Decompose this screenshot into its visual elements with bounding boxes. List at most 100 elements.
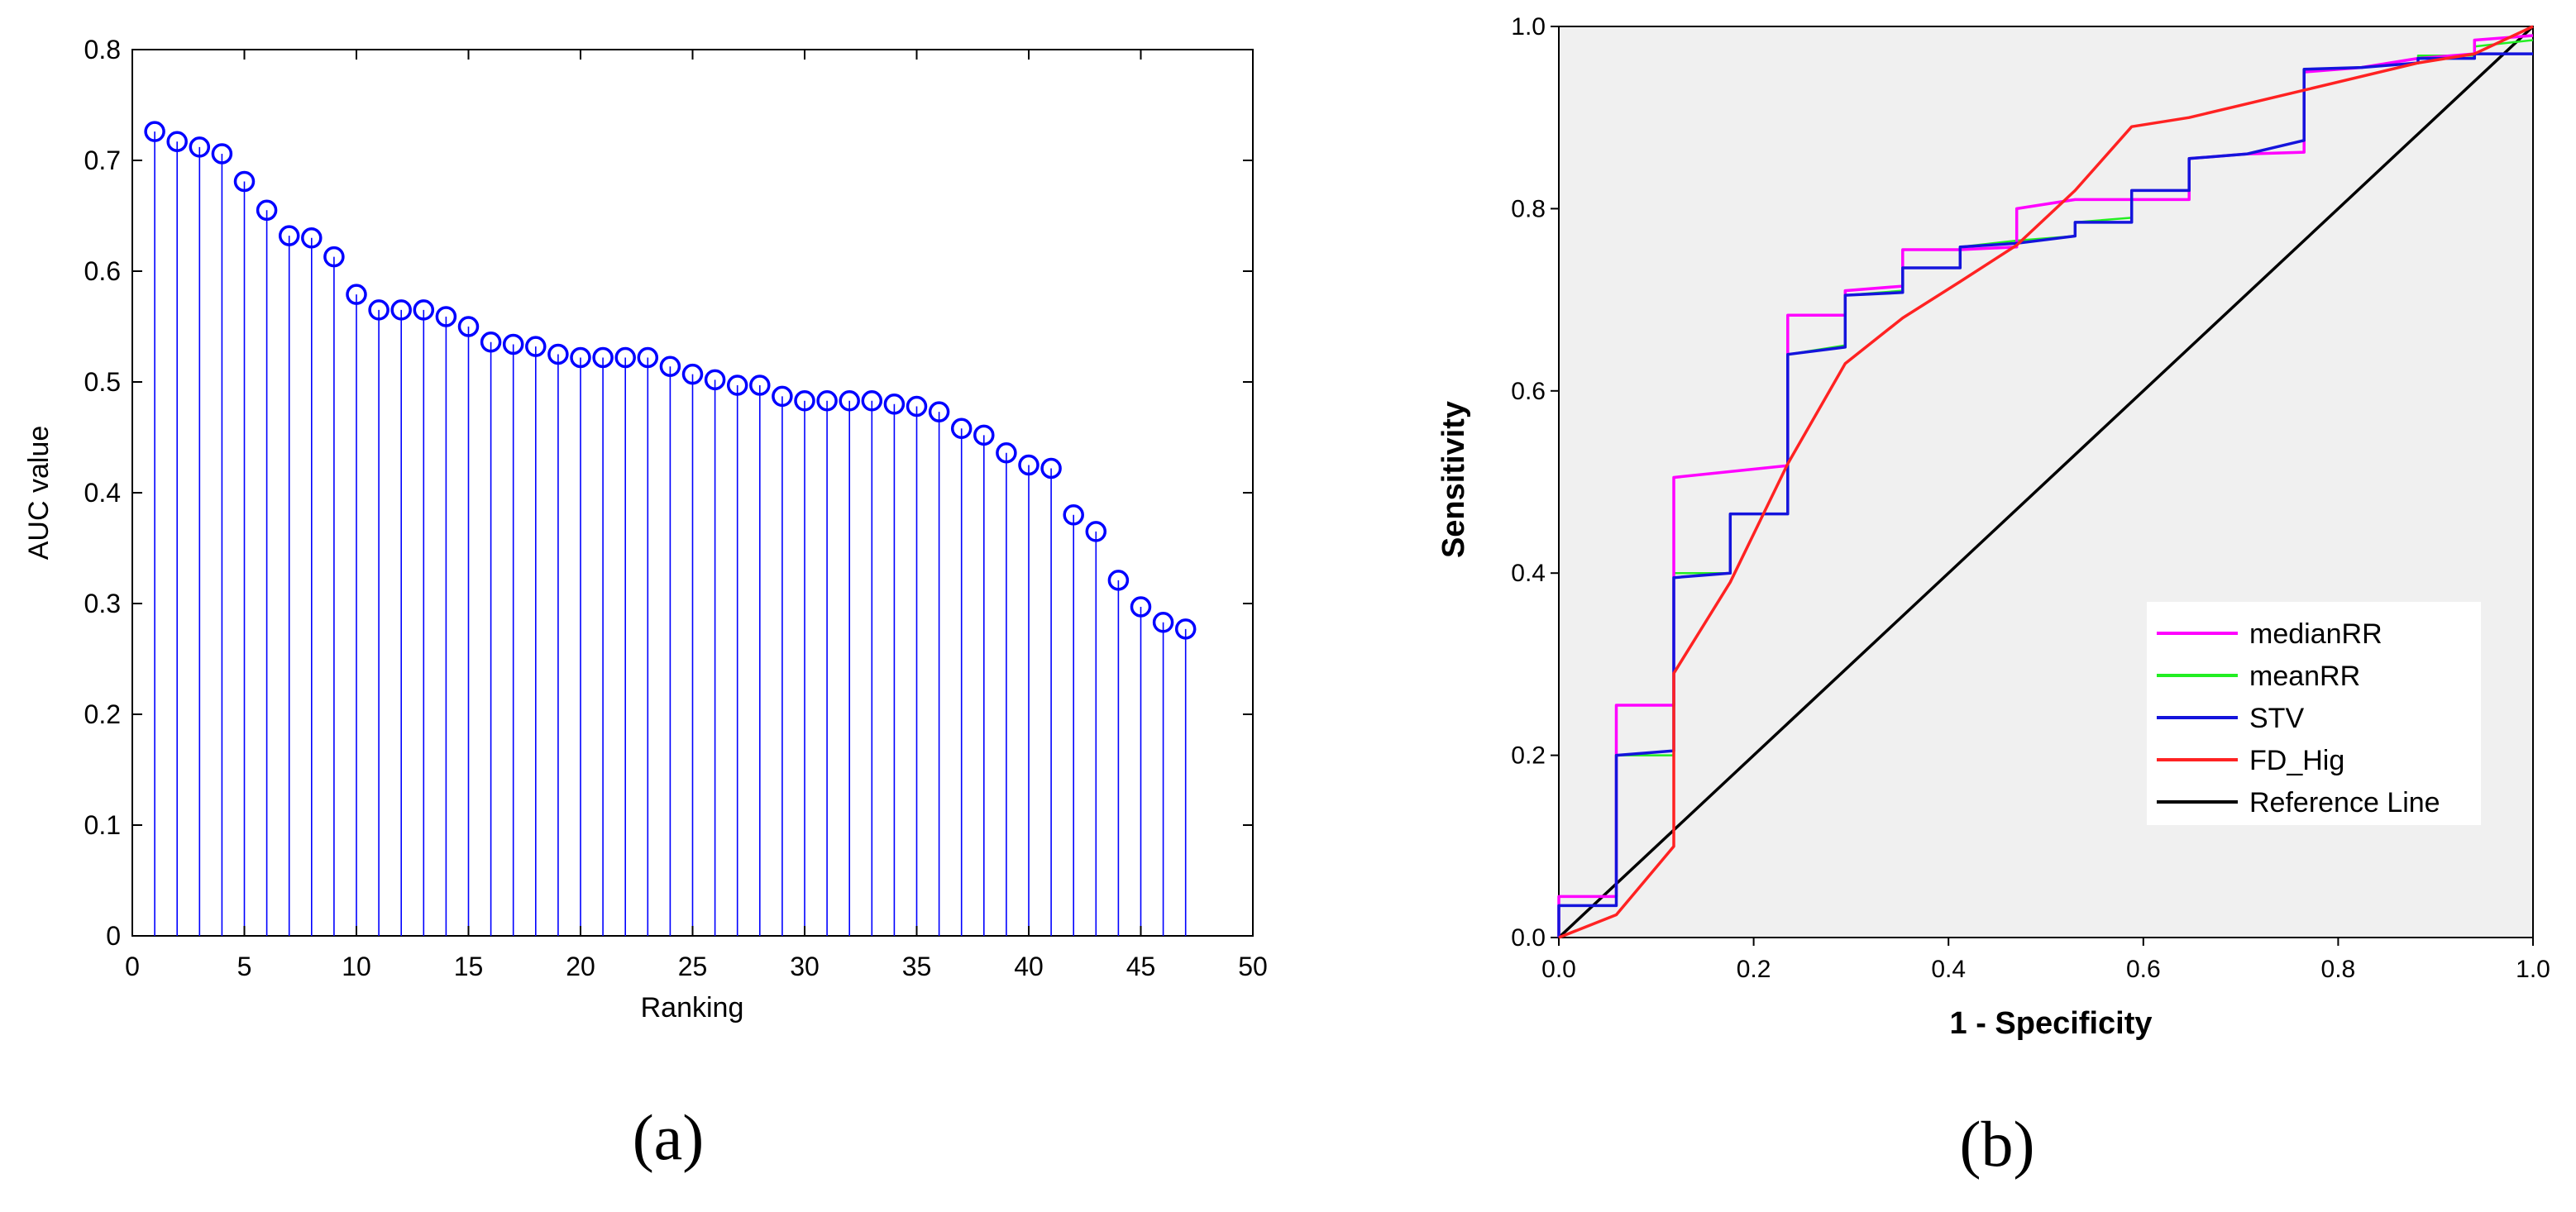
panel-a-x-tick-label: 20 xyxy=(566,952,595,981)
panel-b-y-axis-label: Sensitivity xyxy=(1436,401,1471,558)
series-line-stv xyxy=(1557,52,2533,938)
stem-marker xyxy=(839,390,860,412)
stem-marker xyxy=(435,306,457,327)
stem-marker xyxy=(996,442,1017,464)
panel-a-x-tick-label: 0 xyxy=(125,952,140,981)
panel-b-series-lines xyxy=(1557,25,2535,939)
stem-marker xyxy=(480,332,502,353)
legend-label: FD_Hig xyxy=(2249,745,2344,776)
stem-marker xyxy=(861,390,883,412)
stem-marker xyxy=(659,355,681,377)
panel-b-x-axis-label: 1 - Specificity xyxy=(1950,1006,2153,1041)
panel-a-y-tick-label: 0.2 xyxy=(84,699,121,729)
stem-marker xyxy=(614,346,636,369)
panel-a-label: (a) xyxy=(633,1101,705,1173)
panel-b-y-tick-label: 0.6 xyxy=(1511,378,1546,405)
panel-b-y-tick-label: 1.0 xyxy=(1511,13,1546,41)
stem-marker xyxy=(144,121,165,142)
panel-b-legend-box xyxy=(2147,602,2481,825)
stem-marker xyxy=(502,333,524,355)
stem-marker xyxy=(547,343,569,365)
stem-marker xyxy=(592,346,614,369)
series-line-fd-hig xyxy=(1558,25,2534,939)
panel-b-x-tick-label: 1.0 xyxy=(2516,956,2550,983)
panel-a-x-tick-label: 15 xyxy=(454,952,484,981)
stem-marker xyxy=(883,394,906,415)
stem-marker xyxy=(233,170,256,193)
panel-a-stems xyxy=(154,131,1187,936)
panel-b-x-tick-label: 0.8 xyxy=(2321,956,2356,983)
panel-a-x-ticks: 0 5 10 15 20 25 30 35 40 45 50 xyxy=(125,50,1268,981)
stem-marker xyxy=(950,418,973,440)
panel-a-y-tick-label: 0.8 xyxy=(84,35,121,64)
panel-a-x-tick-label: 35 xyxy=(902,952,932,981)
panel-a-x-tick-label: 50 xyxy=(1238,952,1268,981)
stem-marker xyxy=(1040,457,1062,480)
stem-marker xyxy=(749,375,771,396)
panel-b-y-tick-label: 0.8 xyxy=(1511,195,1546,222)
stem-marker xyxy=(256,199,278,222)
stem-marker xyxy=(211,143,233,165)
panel-b-y-ticks: 0.0 0.2 0.4 0.6 0.8 1.0 xyxy=(1511,13,1559,952)
stem-marker xyxy=(726,375,748,396)
stem-marker xyxy=(973,424,995,446)
legend-label: meanRR xyxy=(2249,661,2360,692)
stem-marker xyxy=(906,395,928,418)
panel-a-y-tick-label: 0.7 xyxy=(84,146,121,175)
stem-marker xyxy=(301,227,323,249)
panel-b-roc-curve: 0.0 0.2 0.4 0.6 0.8 1.0 0.0 0.2 0.4 0.6 0.8 1.0 me… xyxy=(1436,13,2550,1180)
stem-marker xyxy=(1107,570,1130,591)
panel-a-y-tick-label: 0 xyxy=(106,921,121,951)
stem-marker xyxy=(1152,612,1174,633)
panel-a-x-axis-label: Ranking xyxy=(641,992,744,1024)
legend-label: Reference Line xyxy=(2249,787,2440,818)
panel-a-auc-stem-plot: 0 5 10 15 20 25 30 35 40 45 50 0 0.1 0.2 0.3 0.4 0.5 0.6… xyxy=(23,35,1268,1173)
panel-b-x-tick-label: 0.6 xyxy=(2126,956,2161,983)
panel-b-x-tick-label: 0.4 xyxy=(1931,956,1966,983)
panel-a-y-tick-label: 0.6 xyxy=(84,256,121,286)
panel-a-x-tick-label: 10 xyxy=(342,952,371,981)
stem-marker xyxy=(346,284,367,305)
panel-a-y-tick-label: 0.5 xyxy=(84,367,121,397)
panel-a-x-tick-label: 5 xyxy=(237,952,252,981)
panel-b-x-tick-label: 0.0 xyxy=(1541,956,1576,983)
stem-marker xyxy=(413,299,435,321)
stem-marker xyxy=(1063,504,1084,526)
panel-b-label: (b) xyxy=(1960,1108,2035,1180)
panel-a-x-tick-label: 45 xyxy=(1126,952,1156,981)
stem-marker xyxy=(1130,596,1152,618)
stem-marker xyxy=(816,390,838,412)
stem-marker xyxy=(928,401,950,422)
panel-a-y-tick-label: 0.3 xyxy=(84,589,121,618)
stem-marker xyxy=(794,390,815,412)
panel-a-y-ticks: 0 0.1 0.2 0.3 0.4 0.5 0.6 0.7 0.8 xyxy=(84,35,1253,951)
panel-b-x-tick-label: 0.2 xyxy=(1737,956,1771,983)
stem-marker xyxy=(772,385,793,408)
panel-a-x-tick-label: 30 xyxy=(790,952,820,981)
stem-marker xyxy=(368,299,390,321)
panel-a-y-axis-label: AUC value xyxy=(23,426,55,561)
stem-marker xyxy=(1174,618,1197,640)
legend-label: STV xyxy=(2249,703,2304,734)
stem-marker xyxy=(570,346,591,369)
panel-b-y-tick-label: 0.0 xyxy=(1511,924,1546,952)
panel-b-y-tick-label: 0.4 xyxy=(1511,560,1546,587)
stem-marker xyxy=(189,136,211,158)
panel-b-x-ticks: 0.0 0.2 0.4 0.6 0.8 1.0 xyxy=(1541,938,2550,983)
panel-b-legend: medianRR meanRR STV FD_Hig Reference Line xyxy=(2147,602,2481,825)
panel-a-markers xyxy=(144,121,1197,640)
stem-marker xyxy=(681,363,704,385)
stem-marker xyxy=(525,336,547,357)
series-line-reference-line xyxy=(1557,25,2535,939)
stem-marker xyxy=(390,299,412,321)
stem-marker xyxy=(1018,454,1039,476)
panel-a-x-tick-label: 40 xyxy=(1014,952,1044,981)
stem-marker xyxy=(278,225,300,246)
stem-marker xyxy=(457,316,480,337)
stem-marker xyxy=(166,131,188,152)
stem-marker xyxy=(637,346,659,369)
panel-a-y-tick-label: 0.1 xyxy=(84,810,121,840)
legend-label: medianRR xyxy=(2249,618,2382,650)
panel-b-y-tick-label: 0.2 xyxy=(1511,742,1546,770)
